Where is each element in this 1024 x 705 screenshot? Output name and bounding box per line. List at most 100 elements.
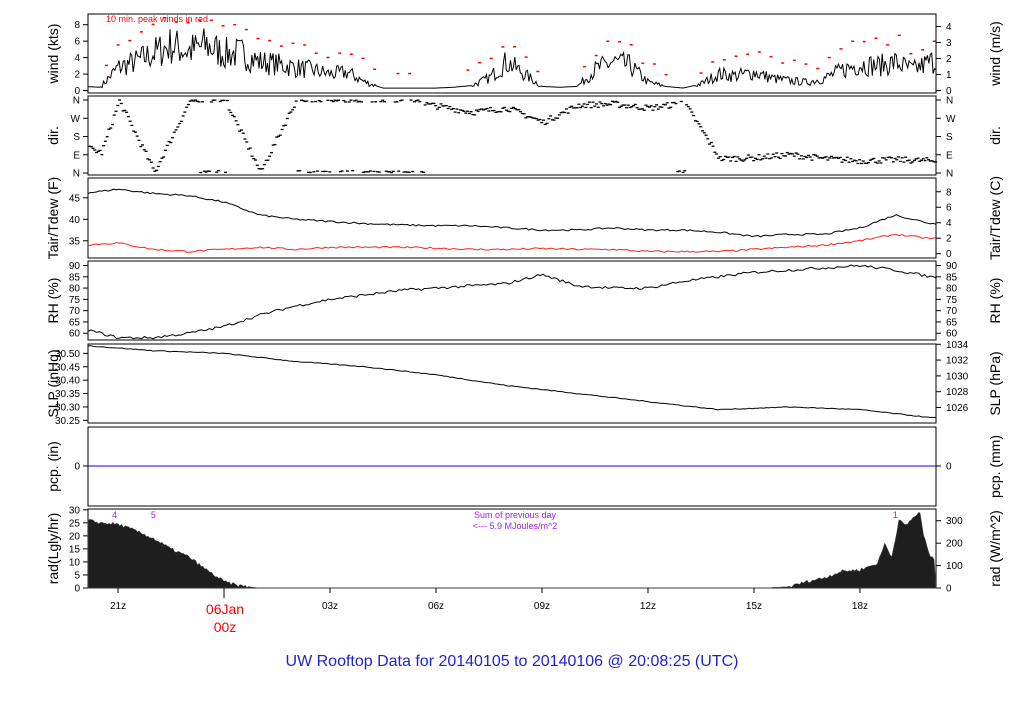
- dir-ytick-label: E: [73, 150, 80, 161]
- rad-ytick-label: 15: [69, 544, 81, 555]
- dir-ytick-label: N: [73, 169, 80, 180]
- dir-ytick-right-label: N: [946, 169, 953, 180]
- temp-ytick-right-label: 8: [946, 187, 952, 198]
- temp-ytick-label: 35: [69, 236, 81, 247]
- slp-ytick-label: 30.30: [55, 402, 80, 413]
- slp-ytick-label: 30.50: [55, 349, 80, 360]
- wind-panel-frame: [87, 13, 937, 94]
- rad-ytick-label: 20: [69, 531, 81, 542]
- rh-ytick-right-label: 85: [946, 272, 958, 283]
- rad-ytick-label: 25: [69, 518, 81, 529]
- rad-ytick-label: 5: [74, 570, 80, 581]
- rh-ylabel-right: RH (%): [987, 278, 1003, 324]
- temp-ylabel-right: Tair/Tdew (C): [987, 176, 1003, 260]
- temp-ylabel-left: Tair/Tdew (F): [45, 177, 61, 259]
- slp-ytick-right-label: 1030: [946, 371, 969, 382]
- wind-ytick-right-label: 4: [946, 22, 952, 33]
- temp-ytick-right-label: 0: [946, 249, 952, 260]
- slp-ytick-right-label: 1028: [946, 387, 969, 398]
- slp-line: [87, 345, 936, 419]
- dir-panel-frame: [87, 95, 937, 176]
- slp-ytick-label: 30.40: [55, 376, 80, 387]
- tdew-line: [88, 233, 936, 253]
- rh-ytick-label: 65: [69, 317, 81, 328]
- temp-panel-frame: [87, 177, 937, 259]
- rh-ytick-right-label: 90: [946, 261, 958, 272]
- rh-ytick-right-label: 80: [946, 284, 958, 295]
- x-tick-label: 18z: [852, 601, 868, 612]
- wind-ytick-right-label: 1: [946, 70, 952, 81]
- rh-ytick-right-label: 75: [946, 295, 958, 306]
- wind-annotation: 10 min. peak winds in red: [106, 14, 208, 24]
- pcp-ylabel-left: pcp. (in): [45, 441, 61, 492]
- rh-ytick-label: 80: [69, 284, 81, 295]
- rad-annotation-line2: <--- 5.9 MJoules/m^2: [473, 521, 558, 531]
- pcp-ytick-right-label: 0: [946, 462, 952, 473]
- rad-ytick-right-label: 200: [946, 539, 963, 550]
- rh-ytick-right-label: 60: [946, 329, 958, 340]
- wind-ytick-right-label: 2: [946, 54, 952, 65]
- rad-ytick-right-label: 0: [946, 584, 952, 595]
- rh-ylabel-left: RH (%): [45, 278, 61, 324]
- temp-ytick-right-label: 2: [946, 234, 952, 245]
- rad-ytick-right-label: 100: [946, 561, 963, 572]
- rad-day-marker: 5: [151, 510, 156, 520]
- slp-ytick-right-label: 1032: [946, 356, 969, 367]
- tair-line: [87, 188, 937, 238]
- wind-ytick-right-label: 0: [946, 86, 952, 97]
- x-tick-label: 12z: [640, 601, 656, 612]
- temp-ytick-label: 40: [69, 215, 81, 226]
- rad-ytick-label: 0: [74, 584, 80, 595]
- slp-ytick-label: 30.35: [55, 389, 80, 400]
- x-tick-label: 06z: [428, 601, 444, 612]
- rad-day-marker: 1: [893, 510, 898, 520]
- rh-ytick-label: 70: [69, 306, 81, 317]
- dir-ytick-label: S: [73, 132, 80, 143]
- slp-panel-frame: [87, 343, 937, 424]
- wind-ytick-label: 2: [74, 70, 80, 81]
- rh-line: [87, 264, 937, 340]
- rh-ytick-label: 60: [69, 329, 81, 340]
- day-hour-label: 00z: [214, 619, 237, 635]
- dir-ytick-label: W: [71, 114, 81, 125]
- pcp-ylabel-right: pcp. (mm): [987, 435, 1003, 498]
- slp-ytick-right-label: 1026: [946, 403, 969, 414]
- rh-ytick-label: 90: [69, 261, 81, 272]
- x-tick-label: 03z: [322, 601, 338, 612]
- rh-panel-frame: [87, 260, 937, 341]
- rad-ylabel-right: rad (W/m^2): [987, 510, 1003, 587]
- dir-ylabel-left: dir.: [45, 126, 61, 145]
- dir-ytick-right-label: E: [946, 150, 953, 161]
- rad-day-marker: 4: [112, 510, 117, 520]
- chart-title: UW Rooftop Data for 20140105 to 20140106…: [286, 653, 739, 670]
- wind-ytick-right-label: 3: [946, 38, 952, 49]
- wind-ytick-label: 0: [74, 86, 80, 97]
- dir-ytick-label: N: [73, 96, 80, 107]
- x-tick-label: 21z: [110, 601, 126, 612]
- slp-ytick-label: 30.45: [55, 362, 80, 373]
- rad-ytick-label: 10: [69, 557, 81, 568]
- wind-ylabel-right: wind (m/s): [987, 21, 1003, 87]
- rh-ytick-right-label: 70: [946, 306, 958, 317]
- slp-ytick-label: 30.25: [55, 416, 80, 427]
- temp-ytick-label: 45: [69, 193, 81, 204]
- rad-ytick-right-label: 300: [946, 516, 963, 527]
- x-tick-label: 15z: [746, 601, 762, 612]
- slp-ylabel-left: SLP (inHg): [45, 349, 61, 417]
- wind-ytick-label: 4: [74, 53, 80, 64]
- x-tick-label: 09z: [534, 601, 550, 612]
- dir-ytick-right-label: S: [946, 132, 953, 143]
- wind-ytick-label: 8: [74, 20, 80, 31]
- rad-ytick-label: 30: [69, 505, 81, 516]
- rh-ytick-label: 75: [69, 295, 81, 306]
- temp-ytick-right-label: 4: [946, 218, 952, 229]
- rh-ytick-label: 85: [69, 272, 81, 283]
- day-label: 06Jan: [206, 601, 244, 617]
- rad-ylabel-left: rad(Lgly/hr): [45, 513, 61, 585]
- dir-ytick-right-label: N: [946, 96, 953, 107]
- wind-ylabel-left: wind (kts): [45, 24, 61, 85]
- wind-speed-line: [88, 28, 937, 89]
- temp-ytick-right-label: 6: [946, 203, 952, 214]
- slp-ytick-right-label: 1034: [946, 340, 969, 351]
